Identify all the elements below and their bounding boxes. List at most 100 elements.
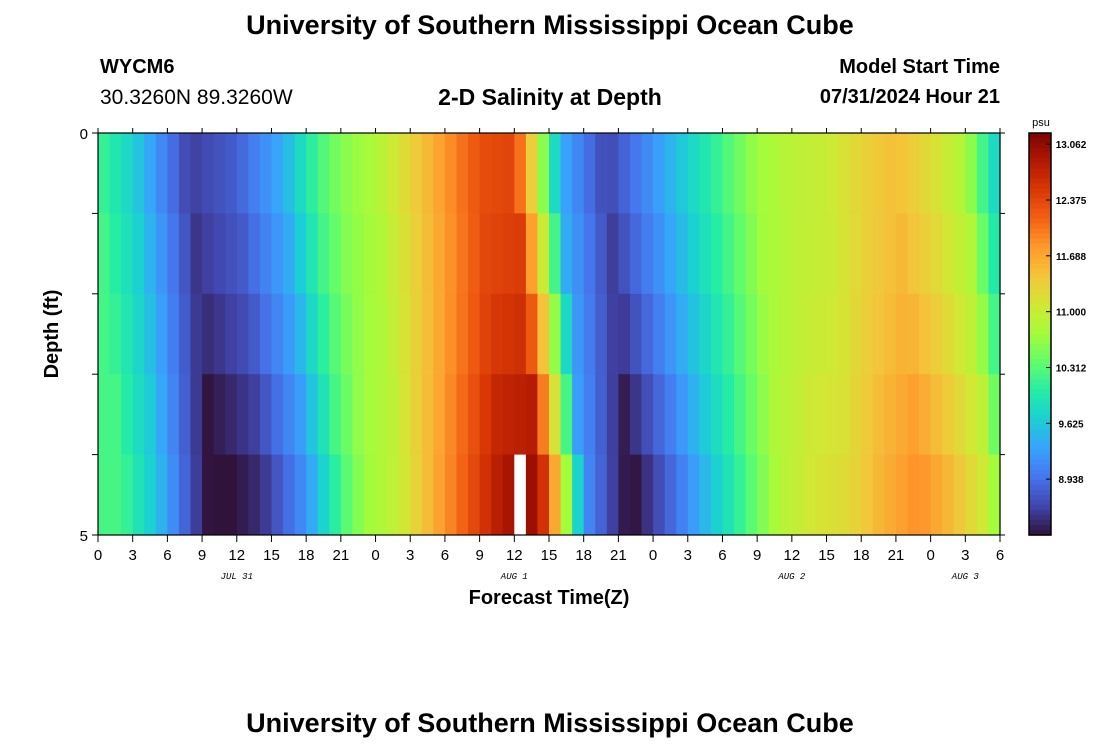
colorbar-segment <box>1029 459 1051 466</box>
heatmap-cell <box>618 133 631 214</box>
heatmap-cell <box>213 374 226 455</box>
colorbar-segment <box>1029 143 1051 149</box>
heatmap-cell <box>167 133 180 214</box>
heatmap-cell <box>410 133 423 214</box>
heatmap-cell <box>734 213 747 295</box>
heatmap-cell <box>826 293 839 375</box>
colorbar-segment <box>1029 529 1051 536</box>
x-tick-label: 9 <box>475 547 483 564</box>
colorbar-segment <box>1029 444 1051 451</box>
heatmap-cell <box>491 213 504 295</box>
heatmap-cell <box>352 374 365 455</box>
heatmap-cell <box>283 213 296 295</box>
heatmap-cell <box>583 454 596 536</box>
heatmap-cell <box>687 374 700 455</box>
heatmap-cell <box>653 374 666 455</box>
heatmap-cell <box>595 213 608 295</box>
heatmap-cell <box>410 293 423 375</box>
heatmap-cell <box>190 454 203 536</box>
heatmap-cell <box>791 374 805 455</box>
heatmap-cell <box>757 293 770 375</box>
heatmap-cell <box>641 454 654 536</box>
heatmap-cell <box>121 213 134 295</box>
heatmap-cell <box>352 293 365 375</box>
heatmap-cell <box>976 374 990 455</box>
colorbar-segment <box>1029 374 1051 380</box>
colorbar-segment <box>1029 328 1051 335</box>
heatmap-cell <box>340 454 354 536</box>
heatmap-cell <box>803 293 816 375</box>
colorbar-tick-label: 11.688 <box>1056 252 1086 263</box>
heatmap-cell <box>803 213 816 295</box>
heatmap-cell <box>98 133 111 214</box>
heatmap-cell <box>121 454 134 536</box>
y-axis-ticks: 05 <box>80 126 1005 545</box>
heatmap-cell <box>363 213 377 295</box>
heatmap-cell <box>907 213 920 295</box>
heatmap-cell <box>525 293 539 375</box>
heatmap-cell <box>283 133 296 214</box>
heatmap-cell <box>895 133 909 214</box>
colorbar-segment <box>1029 233 1051 240</box>
colorbar-segment <box>1029 344 1051 350</box>
x-tick-label: 21 <box>888 547 905 564</box>
heatmap-cell <box>329 374 342 455</box>
heatmap-cell <box>248 213 261 295</box>
heatmap-cell <box>606 454 619 536</box>
heatmap-cell <box>965 374 978 455</box>
heatmap-cell <box>352 133 365 214</box>
colorbar-segment <box>1029 148 1051 154</box>
colorbar: 13.062 12.375 11.688 11.000 10.312 9.625 8.938 <box>1028 132 1087 536</box>
x-tick-label: 15 <box>263 547 280 564</box>
colorbar-tick-label: 12.375 <box>1056 196 1087 207</box>
colorbar-segment <box>1029 364 1051 370</box>
heatmap-cell <box>884 133 897 214</box>
heatmap-cell <box>167 293 180 375</box>
heatmap-cell <box>190 213 203 295</box>
heatmap-cell <box>537 374 550 455</box>
heatmap-cell <box>444 133 458 214</box>
heatmap-cell <box>375 133 388 214</box>
colorbar-unit: psu <box>1032 117 1050 129</box>
heatmap-cell <box>641 374 654 455</box>
heatmap-cells <box>98 133 1001 536</box>
heatmap-cell <box>560 133 573 214</box>
colorbar-segment <box>1029 208 1051 215</box>
heatmap-cell <box>791 454 805 536</box>
heatmap-cell <box>190 374 203 455</box>
colorbar-segment <box>1029 183 1051 189</box>
heatmap-cell <box>329 293 342 375</box>
heatmap-cell <box>121 293 134 375</box>
heatmap-cell <box>167 454 180 536</box>
heatmap-cell <box>155 133 168 214</box>
heatmap-cell <box>259 454 273 536</box>
colorbar-tick-label: 10.312 <box>1056 364 1087 375</box>
heatmap-cell <box>421 454 434 536</box>
heatmap-cell <box>722 374 735 455</box>
heatmap-cell <box>745 293 758 375</box>
heatmap-cell <box>421 133 434 214</box>
heatmap-cell <box>202 374 215 455</box>
heatmap-cell <box>676 213 689 295</box>
colorbar-segment <box>1029 293 1051 300</box>
heatmap-cell <box>930 374 943 455</box>
colorbar-segment <box>1029 519 1051 526</box>
heatmap-cell <box>144 454 157 536</box>
heatmap-cell <box>410 213 423 295</box>
colorbar-segment <box>1029 384 1051 390</box>
heatmap-cell <box>965 133 978 214</box>
heatmap-cell <box>953 133 966 214</box>
heatmap-cell <box>502 293 515 375</box>
heatmap-cell <box>942 213 955 295</box>
colorbar-segment <box>1029 354 1051 360</box>
heatmap-cell <box>560 213 573 295</box>
heatmap-cell <box>248 374 261 455</box>
heatmap-cell <box>849 293 862 375</box>
heatmap-cell <box>734 293 747 375</box>
heatmap-cell <box>271 454 284 536</box>
x-tick-label: 3 <box>406 547 414 564</box>
heatmap-cell <box>421 293 434 375</box>
heatmap-cell <box>953 454 966 536</box>
heatmap-cell <box>236 374 249 455</box>
heatmap-cell <box>745 454 758 536</box>
